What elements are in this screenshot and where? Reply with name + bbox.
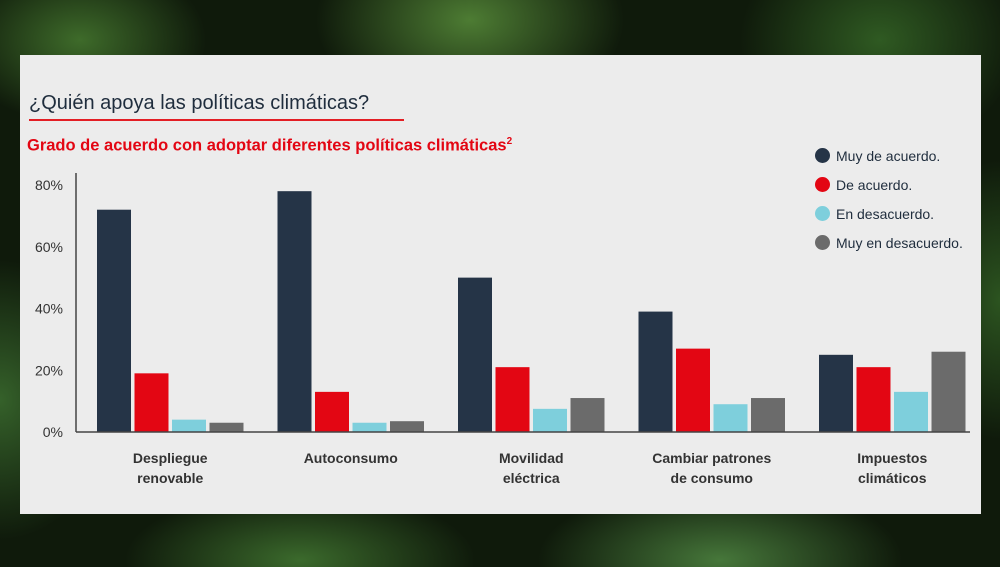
bar — [458, 277, 492, 432]
legend-label: Muy de acuerdo. — [836, 147, 941, 164]
legend-swatch — [815, 235, 830, 250]
title-underline — [29, 119, 404, 121]
bar — [819, 354, 853, 432]
x-category-label: Movilidad eléctrica — [499, 450, 564, 486]
x-category-label: Impuestos climáticos — [857, 450, 927, 486]
legend-label: En desacuerdo. — [836, 205, 935, 222]
legend-item-en-desacuerdo: En desacuerdo. — [815, 199, 963, 228]
bar — [352, 422, 387, 432]
bar — [390, 421, 424, 432]
bar — [751, 398, 785, 432]
subtitle-footnote-marker: 2 — [506, 136, 513, 147]
chart-subtitle-text: Grado de acuerdo con adoptar diferentes … — [27, 136, 507, 155]
y-tick-label: 80% — [35, 177, 63, 193]
y-tick-label: 60% — [35, 239, 63, 255]
bar — [931, 351, 966, 432]
bar — [638, 311, 673, 432]
bar — [570, 398, 605, 432]
bar-chart: 0% 20% 40% 60% 80% Despliegue renovable Autocon… — [35, 173, 970, 486]
bar — [209, 422, 244, 432]
x-category-label: Cambiar patrones de consumo — [652, 450, 771, 486]
bar — [894, 391, 928, 432]
bar — [172, 419, 206, 432]
legend-item-muy-de-acuerdo: Muy de acuerdo. — [815, 141, 963, 170]
chart-panel: ¿Quién apoya las políticas climáticas? G… — [20, 55, 981, 514]
y-tick-label: 20% — [35, 362, 63, 378]
legend-item-muy-en-desacuerdo: Muy en desacuerdo. — [815, 228, 963, 257]
bar — [856, 367, 891, 432]
x-category-label: Autoconsumo — [304, 450, 398, 466]
legend-label: De acuerdo. — [836, 176, 913, 193]
legend-item-de-acuerdo: De acuerdo. — [815, 170, 963, 199]
legend-swatch — [815, 206, 830, 221]
legend-label: Muy en desacuerdo. — [836, 234, 963, 251]
bar — [277, 191, 312, 432]
y-tick-label: 0% — [43, 424, 63, 440]
bar — [676, 348, 710, 432]
bar — [495, 367, 530, 432]
bar — [134, 373, 169, 432]
chart-legend: Muy de acuerdo. De acuerdo. En desacuerd… — [815, 141, 963, 257]
chart-title: ¿Quién apoya las políticas climáticas? — [29, 92, 370, 114]
x-category-label: Despliegue renovable — [133, 450, 208, 486]
legend-swatch — [815, 148, 830, 163]
legend-swatch — [815, 177, 830, 192]
bar — [97, 209, 131, 432]
bar — [713, 404, 748, 432]
bar — [315, 391, 349, 432]
bar — [533, 408, 567, 432]
chart-subtitle: Grado de acuerdo con adoptar diferentes … — [27, 136, 512, 156]
y-tick-label: 40% — [35, 301, 63, 317]
